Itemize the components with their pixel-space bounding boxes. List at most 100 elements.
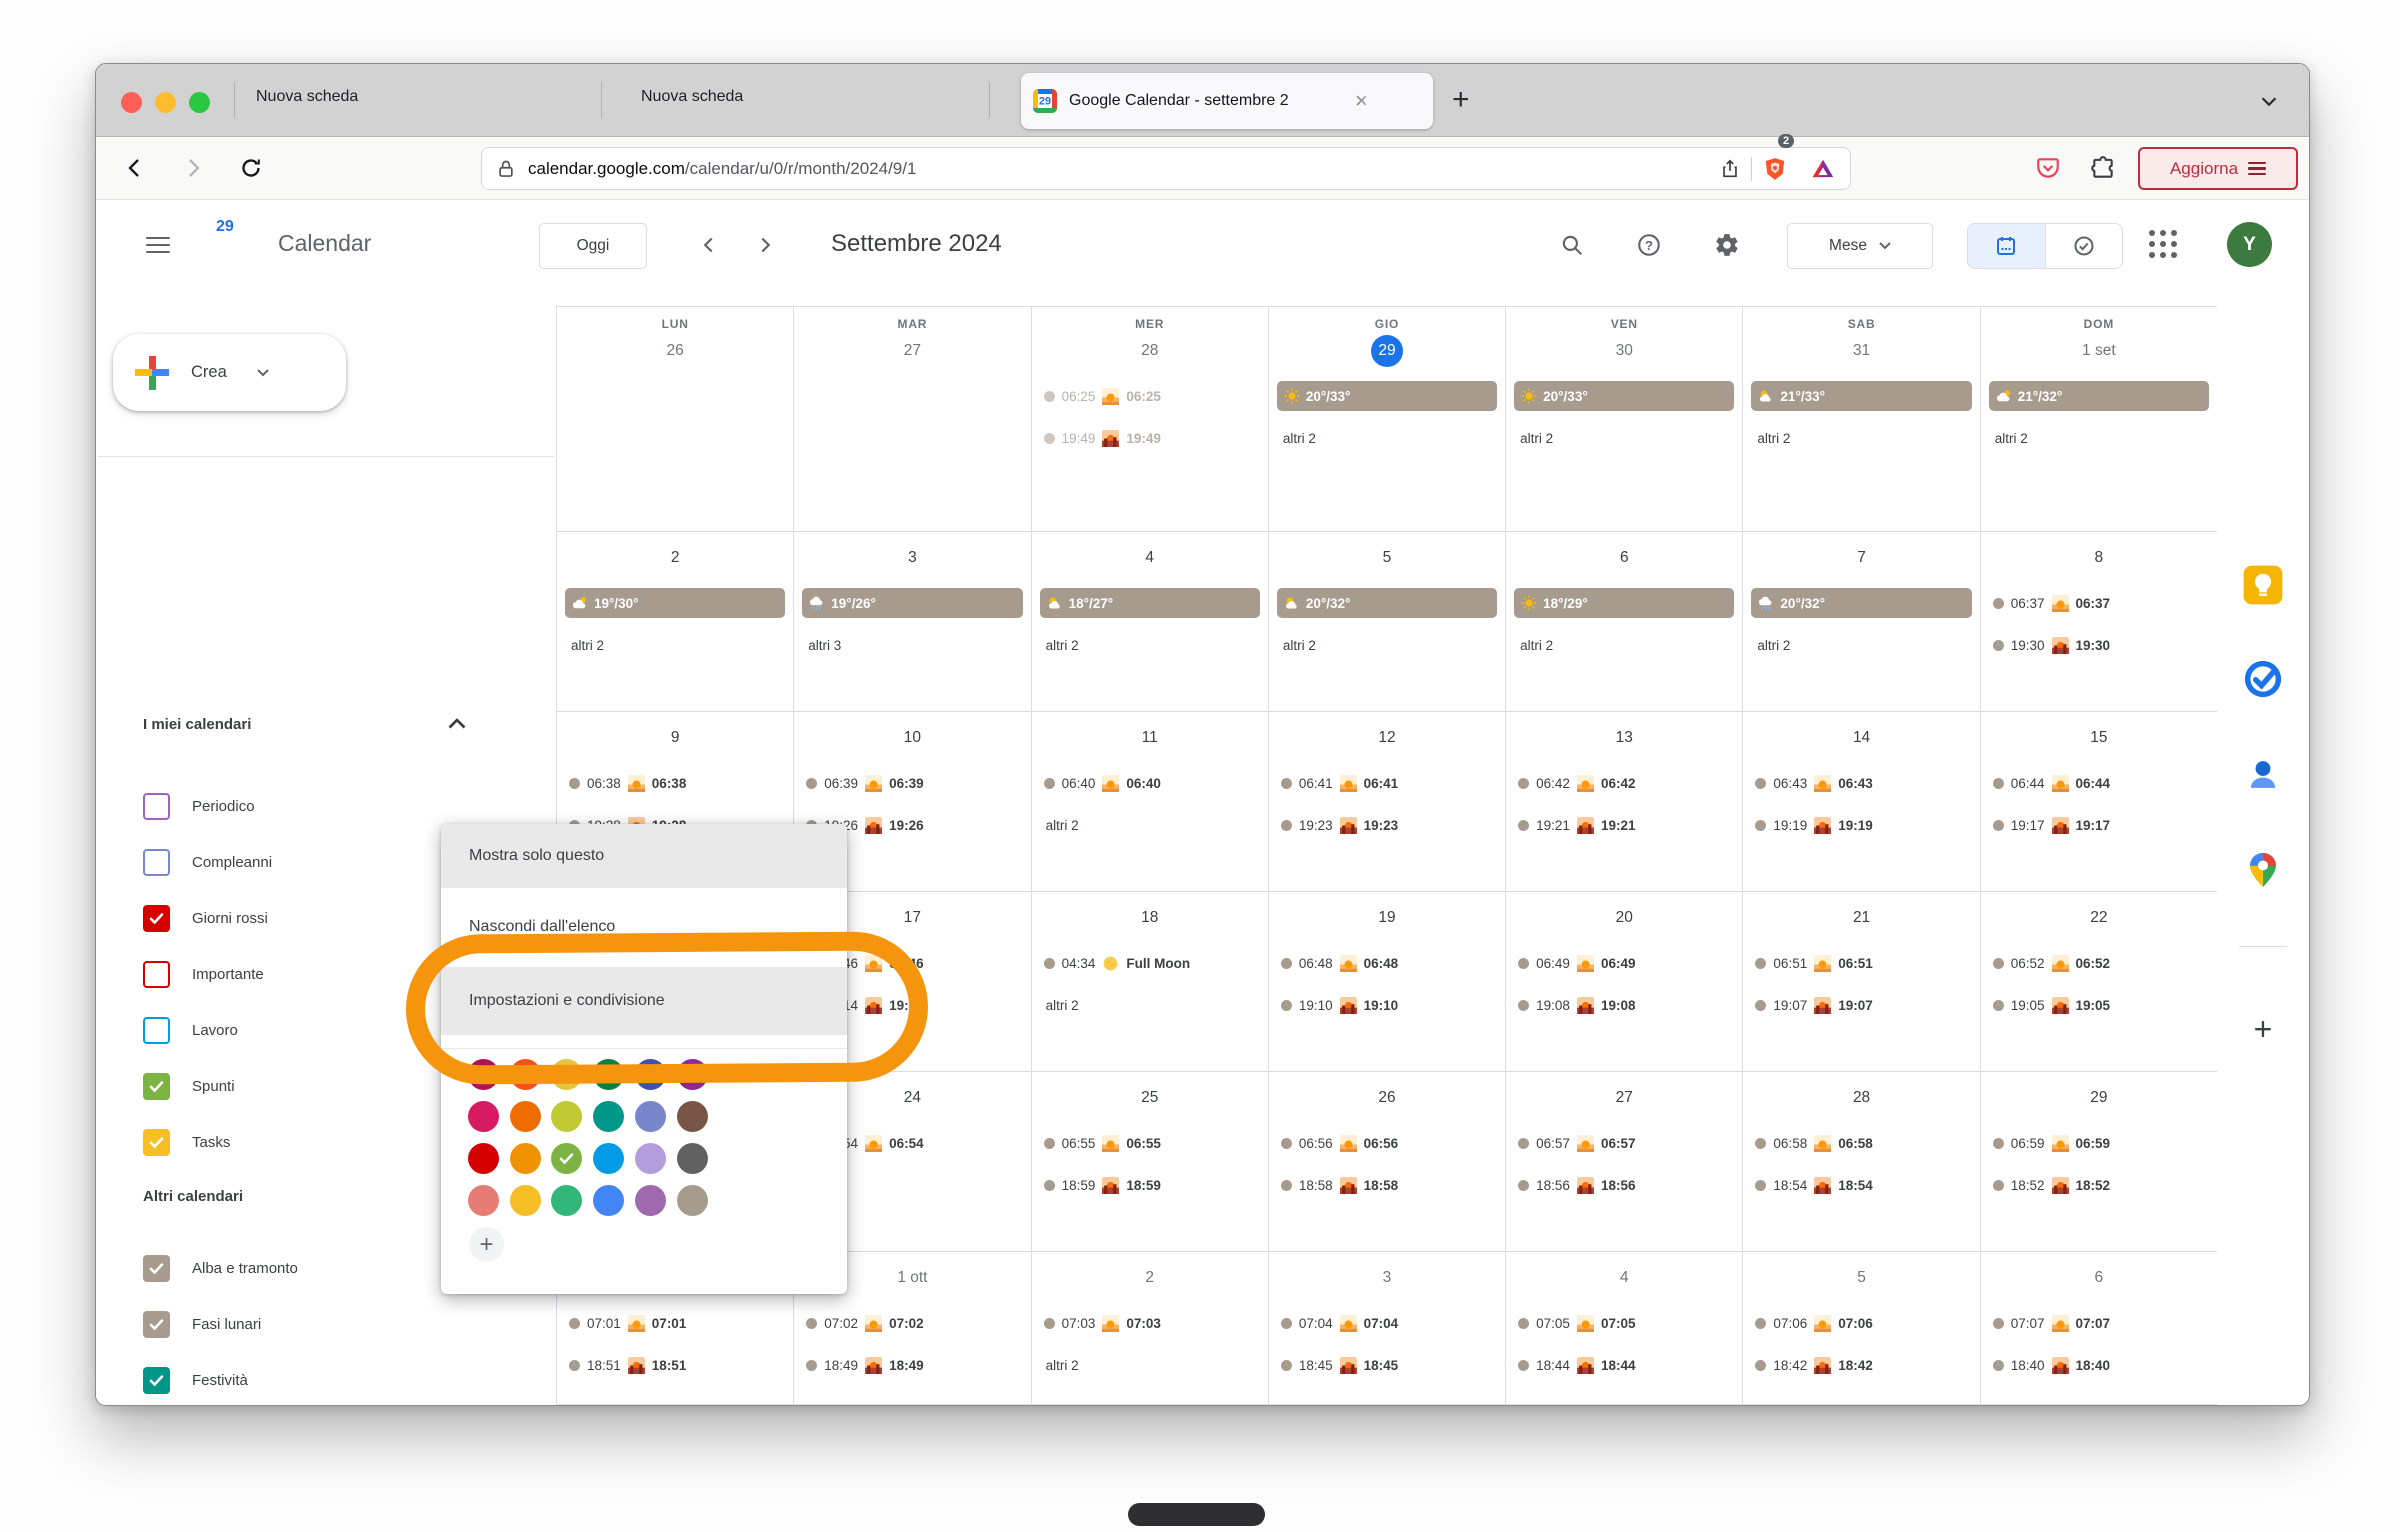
calendar-day-cell[interactable]: 2 19°/30° altri 2 bbox=[557, 532, 795, 712]
date-number[interactable]: 12 bbox=[1378, 729, 1396, 746]
calendar-day-cell[interactable]: 14 06:43 06:43 19:19 19:19 bbox=[1743, 712, 1981, 892]
google-apps-grid-icon[interactable] bbox=[2149, 230, 2177, 258]
reload-icon[interactable] bbox=[234, 151, 268, 185]
date-number[interactable]: 9 bbox=[670, 729, 680, 746]
color-swatch[interactable] bbox=[593, 1143, 625, 1174]
calendar-day-cell[interactable]: 2 07:03 07:03 altri 2 bbox=[1031, 1252, 1269, 1405]
calendar-day-cell[interactable]: 11 06:40 06:40 altri 2 bbox=[1031, 712, 1269, 892]
calendar-day-cell[interactable]: 3 19°/26° altri 3 bbox=[794, 532, 1032, 712]
event-item[interactable]: 19:05 19:05 bbox=[1989, 990, 2209, 1020]
pocket-icon[interactable] bbox=[2031, 151, 2065, 185]
event-item[interactable]: 19:23 19:23 bbox=[1277, 810, 1497, 840]
event-item[interactable]: 18:45 18:45 bbox=[1277, 1350, 1497, 1380]
tab-list-chevron-icon[interactable] bbox=[2258, 90, 2280, 117]
close-window-button[interactable] bbox=[121, 92, 142, 113]
menu-item-hide-from-list[interactable]: Nascondi dall'elenco bbox=[469, 918, 616, 935]
url-text[interactable]: calendar.google.com/calendar/u/0/r/month… bbox=[528, 158, 917, 178]
get-addons-button[interactable]: + bbox=[2253, 1011, 2273, 1047]
calendar-day-cell[interactable]: 20 06:49 06:49 19:08 19:08 bbox=[1506, 892, 1744, 1072]
help-icon[interactable]: ? bbox=[1636, 232, 1662, 263]
share-icon[interactable] bbox=[1719, 158, 1741, 180]
calendar-day-cell[interactable]: 8 06:37 06:37 19:30 19:30 bbox=[1980, 532, 2218, 712]
account-avatar[interactable]: Y bbox=[2227, 222, 2272, 267]
color-swatch[interactable] bbox=[634, 1101, 666, 1132]
main-menu-hamburger-icon[interactable] bbox=[146, 232, 170, 258]
calendar-day-cell[interactable]: 1 ott 07:02 07:02 18:49 18:49 bbox=[794, 1252, 1032, 1405]
event-item[interactable]: 06:57 06:57 bbox=[1514, 1128, 1734, 1158]
sidebar-calendar-item[interactable]: Tasks bbox=[143, 1122, 230, 1162]
checked-checkbox-icon[interactable] bbox=[143, 1254, 170, 1282]
url-bar[interactable]: calendar.google.com/calendar/u/0/r/month… bbox=[481, 133, 1851, 190]
event-item[interactable]: 06:52 06:52 bbox=[1989, 948, 2209, 978]
date-number[interactable]: 26 bbox=[666, 342, 684, 359]
other-calendars-header[interactable]: Altri calendari bbox=[143, 1188, 244, 1205]
color-swatch[interactable] bbox=[468, 1143, 499, 1174]
add-custom-color-button[interactable]: + bbox=[469, 1227, 504, 1262]
unchecked-checkbox-icon[interactable] bbox=[143, 848, 170, 876]
more-events-link[interactable]: altri 2 bbox=[571, 637, 605, 653]
calendar-day-cell[interactable]: 25 06:55 06:55 18:59 18:59 bbox=[1031, 1072, 1269, 1252]
weather-event-chip[interactable]: 21°/33° bbox=[1751, 381, 1972, 411]
date-number[interactable]: 18 bbox=[1141, 909, 1159, 926]
color-swatch[interactable] bbox=[634, 1185, 666, 1216]
date-number[interactable]: 2 bbox=[1145, 1269, 1155, 1286]
more-events-link[interactable]: altri 3 bbox=[808, 637, 842, 653]
date-number[interactable]: 30 bbox=[1615, 342, 1633, 359]
event-item[interactable]: 06:39 06:39 bbox=[802, 768, 1022, 798]
calendar-day-cell[interactable]: 3 07:04 07:04 18:45 18:45 bbox=[1268, 1252, 1507, 1405]
weather-event-chip[interactable]: 20°/33° bbox=[1514, 381, 1735, 411]
event-item[interactable]: 18:52 18:52 bbox=[1989, 1170, 2209, 1200]
event-item[interactable]: 07:04 07:04 bbox=[1277, 1308, 1497, 1338]
more-events-link[interactable]: altri 2 bbox=[1757, 430, 1791, 446]
event-item[interactable]: 06:44 06:44 bbox=[1989, 768, 2209, 798]
event-item[interactable]: 07:01 07:01 bbox=[565, 1308, 785, 1338]
date-number[interactable]: 21 bbox=[1852, 909, 1871, 926]
tab-active[interactable]: 29 Google Calendar - settembre 2 × bbox=[1021, 73, 1433, 129]
sidebar-calendar-item[interactable]: Periodico bbox=[143, 786, 255, 826]
color-swatch[interactable] bbox=[634, 1059, 666, 1090]
event-item[interactable]: 19:07 19:07 bbox=[1751, 990, 1971, 1020]
calendar-day-cell[interactable]: 15 06:44 06:44 19:17 19:17 bbox=[1980, 712, 2218, 892]
weather-event-chip[interactable]: 20°/33° bbox=[1276, 381, 1498, 411]
date-number[interactable]: 22 bbox=[2090, 909, 2108, 926]
calendar-day-cell[interactable]: 22 06:52 06:52 19:05 19:05 bbox=[1980, 892, 2218, 1072]
calendar-day-cell[interactable]: 4 07:05 07:05 18:44 18:44 bbox=[1506, 1252, 1744, 1405]
date-number[interactable]: 25 bbox=[1141, 1089, 1159, 1106]
date-number[interactable]: 7 bbox=[1857, 549, 1866, 566]
color-swatch[interactable] bbox=[551, 1101, 583, 1132]
color-swatch[interactable] bbox=[551, 1059, 583, 1090]
event-item[interactable]: 06:43 06:43 bbox=[1751, 768, 1971, 798]
date-number[interactable]: 14 bbox=[1852, 729, 1871, 746]
next-month-icon[interactable] bbox=[752, 232, 778, 263]
event-item[interactable]: 18:51 18:51 bbox=[565, 1350, 785, 1380]
calendar-day-cell[interactable]: 4 18°/27° altri 2 bbox=[1031, 532, 1269, 712]
calendar-day-cell[interactable]: MAR 27 bbox=[794, 307, 1032, 532]
calendar-view-toggle[interactable] bbox=[1968, 224, 2045, 268]
date-number[interactable]: 5 bbox=[1382, 549, 1392, 566]
event-item[interactable]: 18:56 18:56 bbox=[1514, 1170, 1734, 1200]
event-item[interactable]: 18:59 18:59 bbox=[1040, 1170, 1260, 1200]
date-number[interactable]: 4 bbox=[1619, 1269, 1629, 1286]
date-number[interactable]: 19 bbox=[1378, 909, 1396, 926]
today-button[interactable]: Oggi bbox=[539, 223, 647, 269]
checked-checkbox-icon[interactable] bbox=[143, 1128, 170, 1156]
event-item[interactable]: 06:55 06:55 bbox=[1040, 1128, 1260, 1158]
weather-event-chip[interactable]: 20°/32° bbox=[1276, 588, 1498, 618]
color-swatch[interactable] bbox=[509, 1143, 541, 1174]
date-number[interactable]: 15 bbox=[2090, 729, 2108, 746]
tab-background-1[interactable]: Nuova scheda bbox=[256, 88, 359, 105]
more-events-link[interactable]: altri 2 bbox=[1520, 637, 1554, 653]
color-swatch[interactable] bbox=[509, 1185, 541, 1216]
date-number[interactable]: 28 bbox=[1852, 1089, 1871, 1106]
weather-event-chip[interactable]: 18°/27° bbox=[1039, 588, 1260, 618]
color-swatch[interactable] bbox=[468, 1185, 499, 1216]
event-item[interactable]: 07:03 07:03 bbox=[1040, 1308, 1260, 1338]
color-swatch[interactable] bbox=[593, 1101, 625, 1132]
date-number[interactable]: 1 set bbox=[2082, 342, 2116, 359]
calendar-day-cell[interactable]: LUN 26 bbox=[557, 307, 795, 532]
date-number[interactable]: 27 bbox=[903, 342, 922, 359]
more-events-link[interactable]: altri 2 bbox=[1757, 637, 1791, 653]
color-swatch[interactable] bbox=[468, 1101, 499, 1132]
tab-background-2[interactable]: Nuova scheda bbox=[641, 88, 744, 105]
weather-event-chip[interactable]: 20°/32° bbox=[1751, 588, 1972, 618]
